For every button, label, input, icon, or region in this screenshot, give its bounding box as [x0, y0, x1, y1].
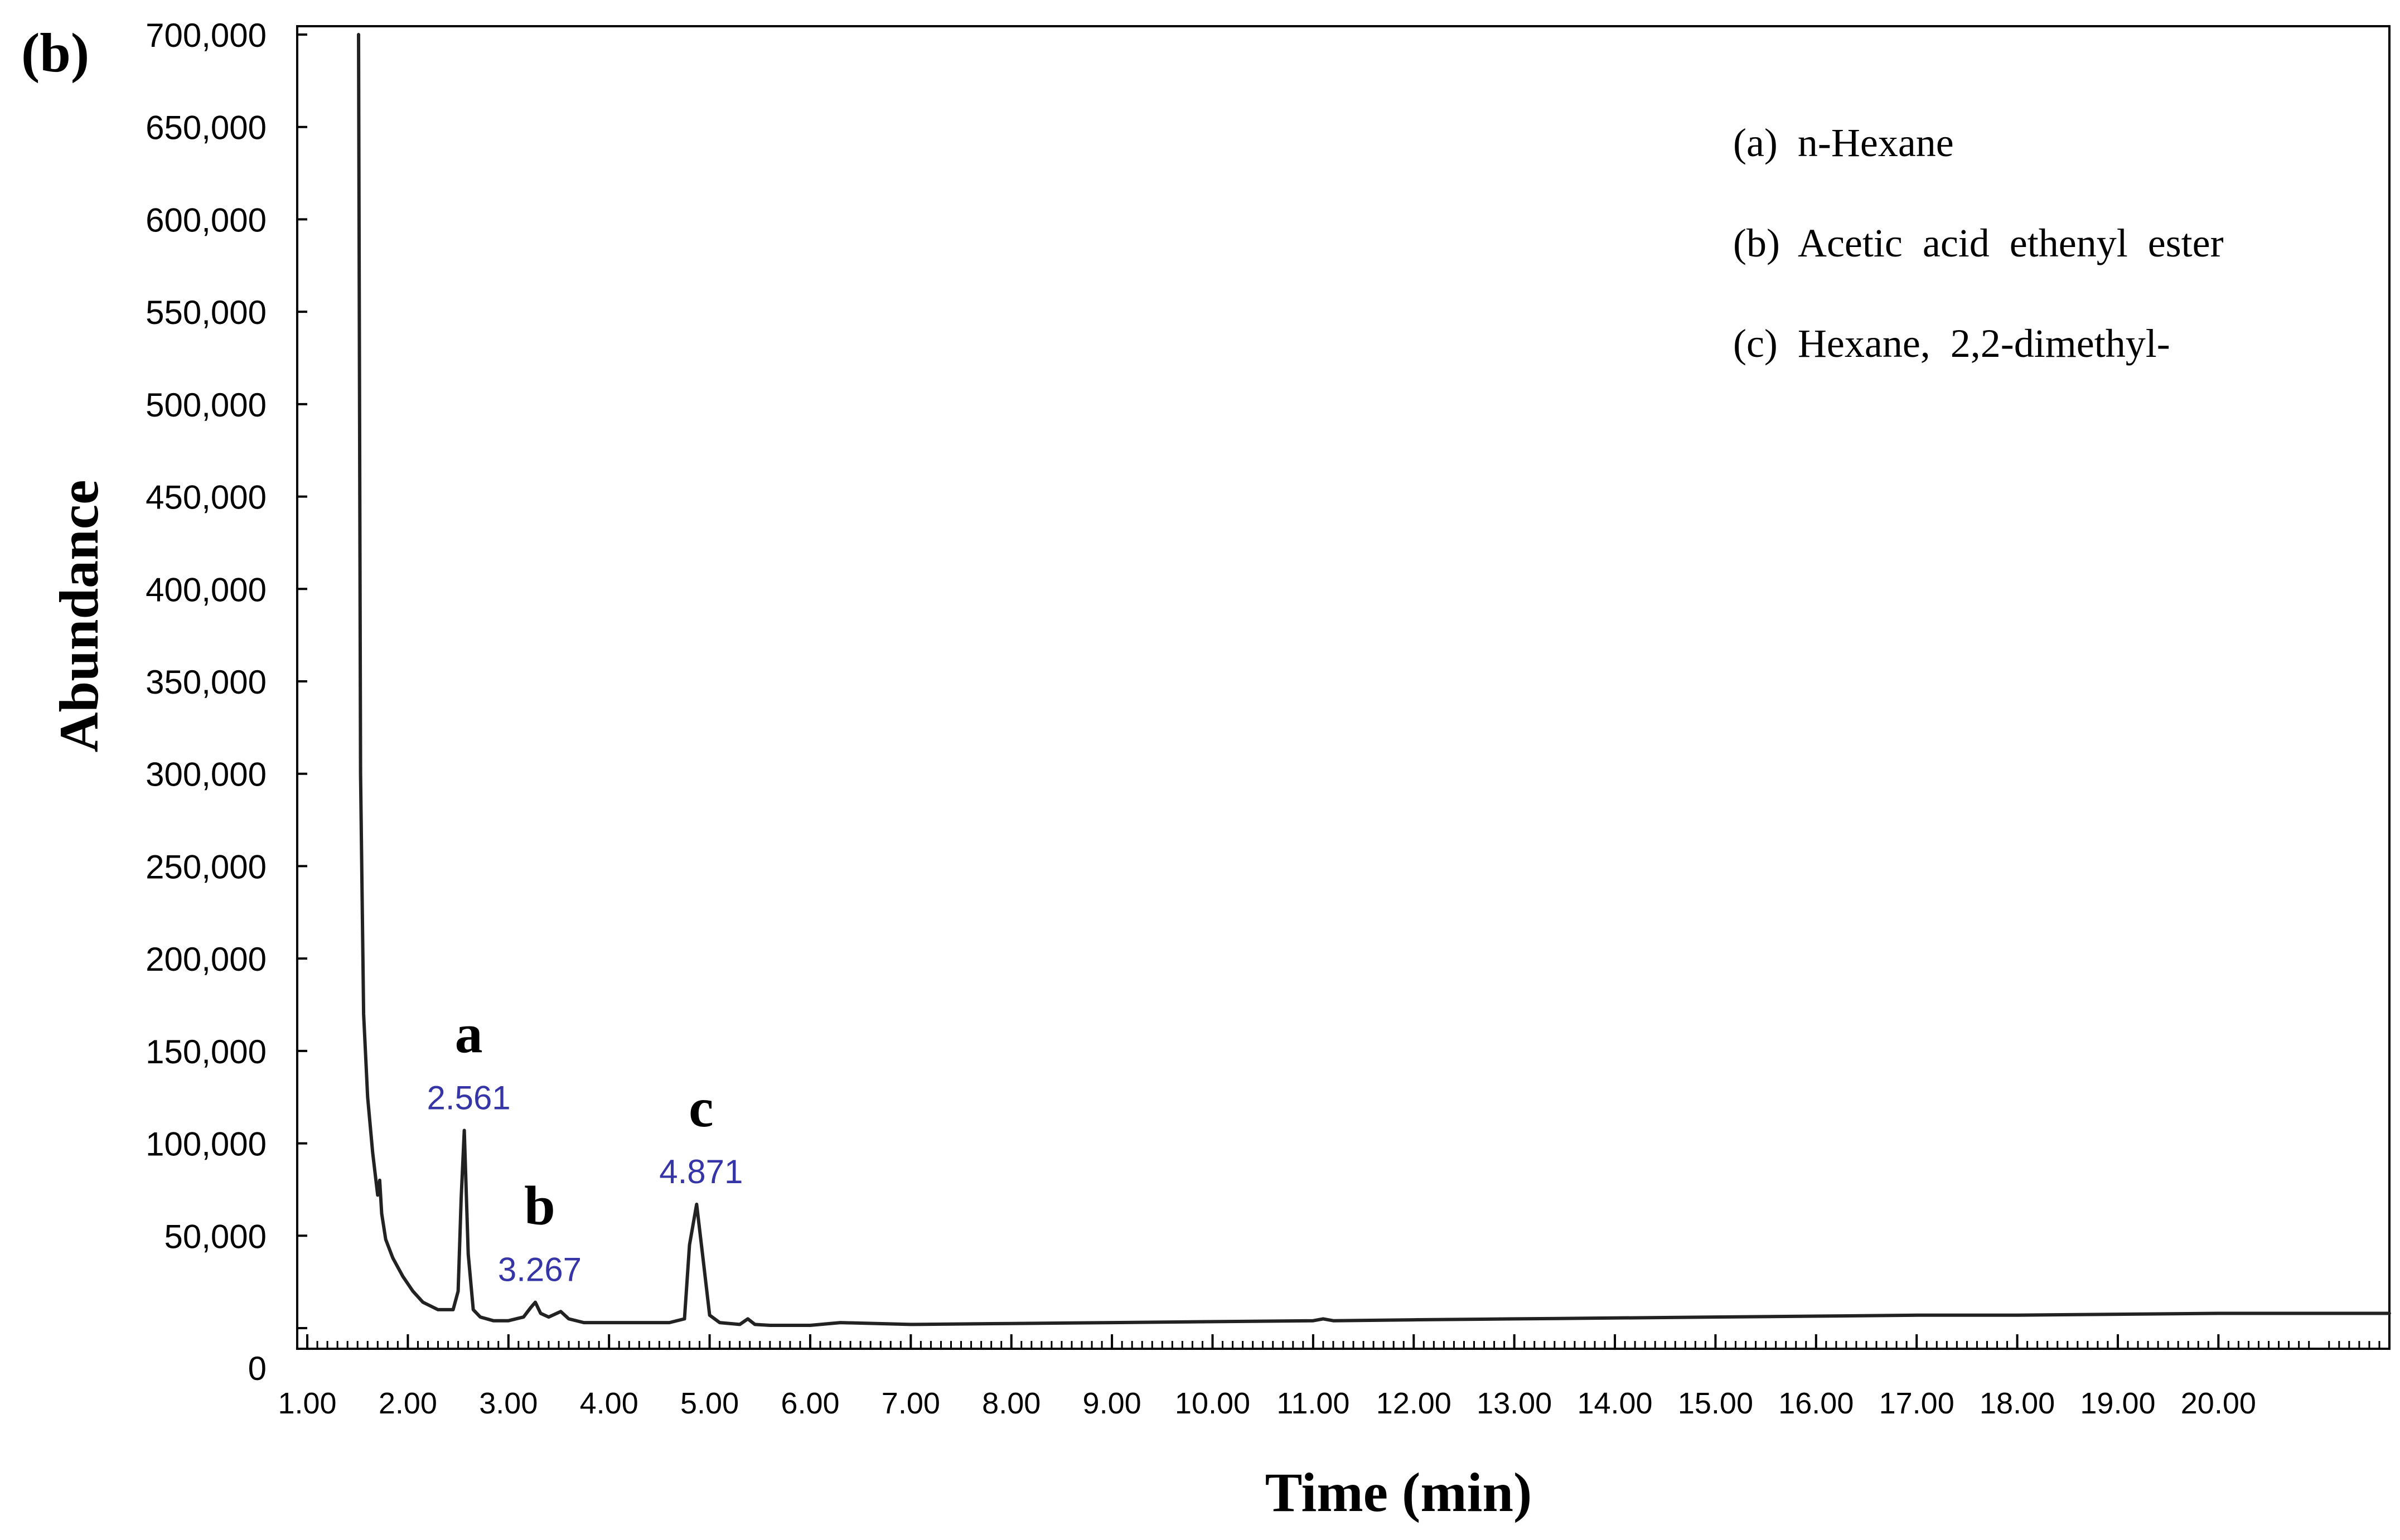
x-tick-label: 9.00 [1083, 1387, 1141, 1420]
legend-entry: (c) Hexane, 2,2-dimethyl- [1733, 321, 2170, 366]
x-axis-title: Time (min) [1265, 1461, 1532, 1523]
peak-letter: b [524, 1175, 555, 1237]
series-line [357, 33, 2391, 1327]
x-tick-label: 12.00 [1376, 1387, 1451, 1420]
x-tick-label: 14.00 [1577, 1387, 1652, 1420]
peak-retention-time: 4.871 [659, 1153, 743, 1190]
peak-letter: c [689, 1077, 713, 1139]
x-tick-label: 13.00 [1477, 1387, 1552, 1420]
y-tick-label: 300,000 [146, 756, 267, 793]
peak-letter: a [455, 1003, 483, 1064]
y-tick-label: 550,000 [146, 294, 267, 331]
x-tick-label: 6.00 [781, 1387, 839, 1420]
legend-entry: (b) Acetic acid ethenyl ester [1733, 221, 2224, 265]
peak-annotations: 2.561 a 3.267 b 4.871 c [427, 1003, 743, 1288]
y-tick-label: 250,000 [146, 848, 267, 885]
x-tick-label: 10.00 [1175, 1387, 1250, 1420]
x-tick-label: 16.00 [1778, 1387, 1854, 1420]
x-tick-label: 4.00 [580, 1387, 638, 1420]
x-tick-label: 17.00 [1879, 1387, 1954, 1420]
y-tick-label: 100,000 [146, 1126, 267, 1163]
x-tick-label: 5.00 [680, 1387, 739, 1420]
x-tick-label: 7.00 [882, 1387, 940, 1420]
y-tick-label: 650,000 [146, 109, 267, 147]
x-tick-label: 3.00 [479, 1387, 538, 1420]
x-tick-label: 1.00 [278, 1387, 336, 1420]
peak-retention-time: 2.561 [427, 1079, 511, 1116]
y-tick-label: 500,000 [146, 386, 267, 424]
y-tick-label: 600,000 [146, 201, 267, 239]
y-tick-label: 200,000 [146, 941, 267, 978]
x-axis: 1.00 2.00 3.00 4.00 5.00 6.00 7.00 8.00 9.00 10.0… [278, 1334, 2391, 1420]
y-tick-label: 50,000 [164, 1218, 267, 1255]
y-tick-label: 0 [248, 1350, 267, 1387]
y-tick-label: 700,000 [146, 17, 267, 54]
y-tick-label: 350,000 [146, 664, 267, 701]
x-tick-label: 2.00 [379, 1387, 437, 1420]
x-tick-label: 20.00 [2181, 1387, 2256, 1420]
x-tick-label: 8.00 [982, 1387, 1041, 1420]
y-tick-label: 150,000 [146, 1033, 267, 1071]
x-tick-label: 11.00 [1276, 1387, 1349, 1420]
series-layer [357, 33, 2391, 1327]
x-tick-label: 15.00 [1678, 1387, 1753, 1420]
y-axis: 0 50,000 100,000 150,000 200,000 250,000 300,0… [146, 17, 307, 1387]
x-tick-label: 18.00 [1980, 1387, 2055, 1420]
x-tick-label: 19.00 [2080, 1387, 2155, 1420]
peak-retention-time: 3.267 [498, 1251, 582, 1289]
legend: (a) n-Hexane (b) Acetic acid ethenyl est… [1733, 120, 2224, 366]
panel-label: (b) [21, 22, 89, 84]
legend-entry: (a) n-Hexane [1733, 120, 1954, 165]
y-tick-label: 450,000 [146, 479, 267, 516]
y-tick-label: 400,000 [146, 571, 267, 608]
y-axis-title: Abundance [48, 480, 110, 752]
